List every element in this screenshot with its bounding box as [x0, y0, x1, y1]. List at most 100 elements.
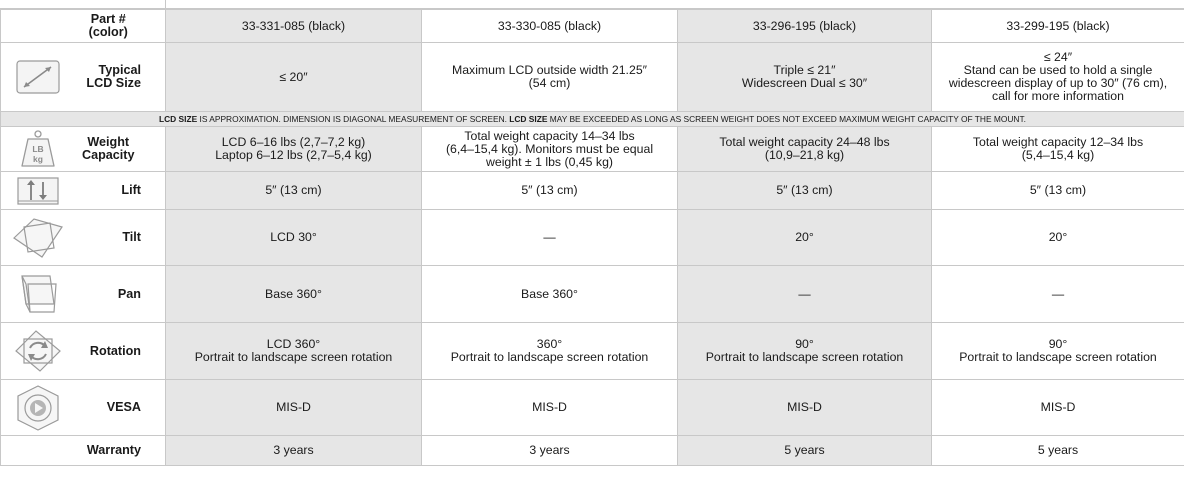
lcd-size-cell: ≤ 24″ Stand can be used to hold a single w… [931, 42, 1184, 112]
text-line: Lift [121, 183, 141, 197]
weight-icon: LB kg [21, 130, 55, 167]
text-line: 5″ (13 cm) [265, 183, 322, 197]
rotation-icon-cell [0, 322, 76, 380]
text-line: Rotation [89, 343, 141, 358]
text-line: Weight [87, 135, 130, 149]
tilt-cell: — [421, 209, 678, 266]
part-number-cell: 33-331-085 (black) [165, 9, 422, 43]
pan-row: Pan Base 360° Base 360° — — [0, 265, 1184, 323]
vesa-cell: MIS-D [165, 379, 422, 436]
note-segment: MAY BE EXCEEDED AS LONG AS SCREEN WEIGHT… [547, 114, 1026, 124]
rotation-cell: 360° Portrait to landscape screen rotatio… [421, 322, 678, 380]
text-line: MIS-D [1040, 400, 1076, 414]
text-line: — [543, 230, 556, 244]
vesa-cell: MIS-D [677, 379, 932, 436]
text-line: 5″ (13 cm) [1029, 183, 1087, 197]
text-line: (5,4–15,4 kg) [1021, 148, 1095, 162]
top-strip-divider [165, 0, 166, 9]
text-line: VESA [106, 400, 141, 414]
svg-text:LB: LB [33, 144, 44, 154]
text-line: MIS-D [532, 400, 567, 414]
text-line: 5″ (13 cm) [521, 183, 578, 197]
lift-label: Lift [75, 171, 166, 210]
text-line: Portrait to landscape screen rotation [194, 350, 393, 364]
text-line: Stand can be used to hold a single [963, 63, 1153, 77]
lift-icon-cell [0, 171, 76, 210]
vesa-cell: MIS-D [421, 379, 678, 436]
text-line: (6,4–15,4 kg). Monitors must be equal [445, 141, 654, 156]
text-line: Pan [117, 286, 141, 301]
pan-cell: Base 360° [165, 265, 422, 323]
text-line: Base 360° [521, 286, 578, 301]
weight-cell: Total weight capacity 24–48 lbs (10,9–21,… [677, 126, 932, 172]
rotation-cell: LCD 360° Portrait to landscape screen rot… [165, 322, 422, 380]
tilt-row: Tilt LCD 30° — 20° 20° [0, 209, 1184, 266]
rotation-cell: 90° Portrait to landscape screen rotation [931, 322, 1184, 380]
note-segment: LCD SIZE [509, 114, 548, 124]
pan-label: Pan [75, 265, 166, 323]
warranty-cell: 3 years [421, 435, 678, 466]
text-line: Portrait to landscape screen rotation [959, 350, 1157, 364]
lift-icon [17, 176, 59, 205]
part-number-row: Part # (color) 33-331-085 (black) 33-330-… [0, 9, 1184, 43]
warranty-label: Warranty [75, 435, 166, 466]
text-line: Part # [90, 12, 126, 26]
part-number-cell: 33-330-085 (black) [421, 9, 678, 43]
part-number-icon-cell [0, 9, 76, 43]
part-number-cell: 33-296-195 (black) [677, 9, 932, 43]
part-number-cell: 33-299-195 (black) [931, 9, 1184, 43]
text-line: 90° [795, 337, 814, 351]
text-line: Portrait to landscape screen rotation [705, 350, 904, 364]
note-segment: LCD SIZE [159, 114, 198, 124]
text-line: 5″ (13 cm) [776, 183, 833, 197]
text-line: widescreen display of up to 30″ (76 cm), [948, 76, 1168, 90]
text-line: 20° [795, 230, 814, 244]
weight-row: LB kg Weight Capacity LCD 6–16 lbs (2,7–7… [0, 126, 1184, 172]
rotation-row: Rotation LCD 360° Portrait to landscape s… [0, 322, 1184, 380]
weight-icon-cell: LB kg [0, 126, 76, 172]
text-line: LCD Size [86, 76, 141, 90]
text-line: 3 years [273, 443, 314, 457]
text-line: Total weight capacity 14–34 lbs [464, 128, 635, 143]
text-line: (color) [88, 25, 128, 39]
vesa-row: VESA MIS-D MIS-D MIS-D MIS-D [0, 379, 1184, 436]
part-number-label: Part # (color) [75, 9, 166, 43]
text-line: Triple ≤ 21″ [773, 63, 836, 77]
weight-cell: Total weight capacity 14–34 lbs (6,4–15,4… [421, 126, 678, 172]
tilt-cell: LCD 30° [165, 209, 422, 266]
svg-text:kg: kg [33, 154, 43, 164]
pan-cell: — [677, 265, 932, 323]
lift-cell: 5″ (13 cm) [165, 171, 422, 210]
pan-cell: Base 360° [421, 265, 678, 323]
weight-cell: Total weight capacity 12–34 lbs (5,4–15,4… [931, 126, 1184, 172]
vesa-icon-cell [0, 379, 76, 436]
tilt-label: Tilt [75, 209, 166, 266]
text-line: — [1051, 286, 1065, 301]
text-line: Tilt [122, 230, 141, 244]
lcd-size-icon-cell [0, 42, 76, 112]
warranty-cell: 3 years [165, 435, 422, 466]
tilt-icon-cell [0, 209, 76, 266]
tilt-icon [13, 217, 64, 258]
text-line: — [798, 286, 811, 301]
tilt-cell: 20° [931, 209, 1184, 266]
lift-cell: 5″ (13 cm) [421, 171, 678, 210]
diagonal-arrow-icon [16, 60, 60, 94]
text-line: Total weight capacity 24–48 lbs [719, 135, 890, 149]
lcd-size-note: LCD SIZE IS APPROXIMATION. DIMENSION IS … [0, 111, 1184, 127]
lift-row: Lift 5″ (13 cm) 5″ (13 cm) 5″ (13 cm) 5″… [0, 171, 1184, 210]
weight-cell: LCD 6–16 lbs (2,7–7,2 kg) Laptop 6–12 lbs… [165, 126, 422, 172]
vesa-label: VESA [75, 379, 166, 436]
text-line: MIS-D [276, 400, 311, 414]
pan-icon [21, 275, 57, 313]
pan-cell: — [931, 265, 1184, 323]
warranty-row: Warranty 3 years 3 years 5 years 5 years [0, 435, 1184, 466]
lift-cell: 5″ (13 cm) [931, 171, 1184, 210]
text-line: Maximum LCD outside width 21.25″ [451, 63, 648, 77]
lcd-size-note-row: LCD SIZE IS APPROXIMATION. DIMENSION IS … [0, 111, 1184, 127]
text-line: Total weight capacity 12–34 lbs [972, 135, 1144, 149]
text-line: LCD 6–16 lbs (2,7–7,2 kg) [221, 135, 366, 149]
rotation-label: Rotation [75, 322, 166, 380]
lcd-size-label: Typical LCD Size [75, 42, 166, 112]
lift-cell: 5″ (13 cm) [677, 171, 932, 210]
